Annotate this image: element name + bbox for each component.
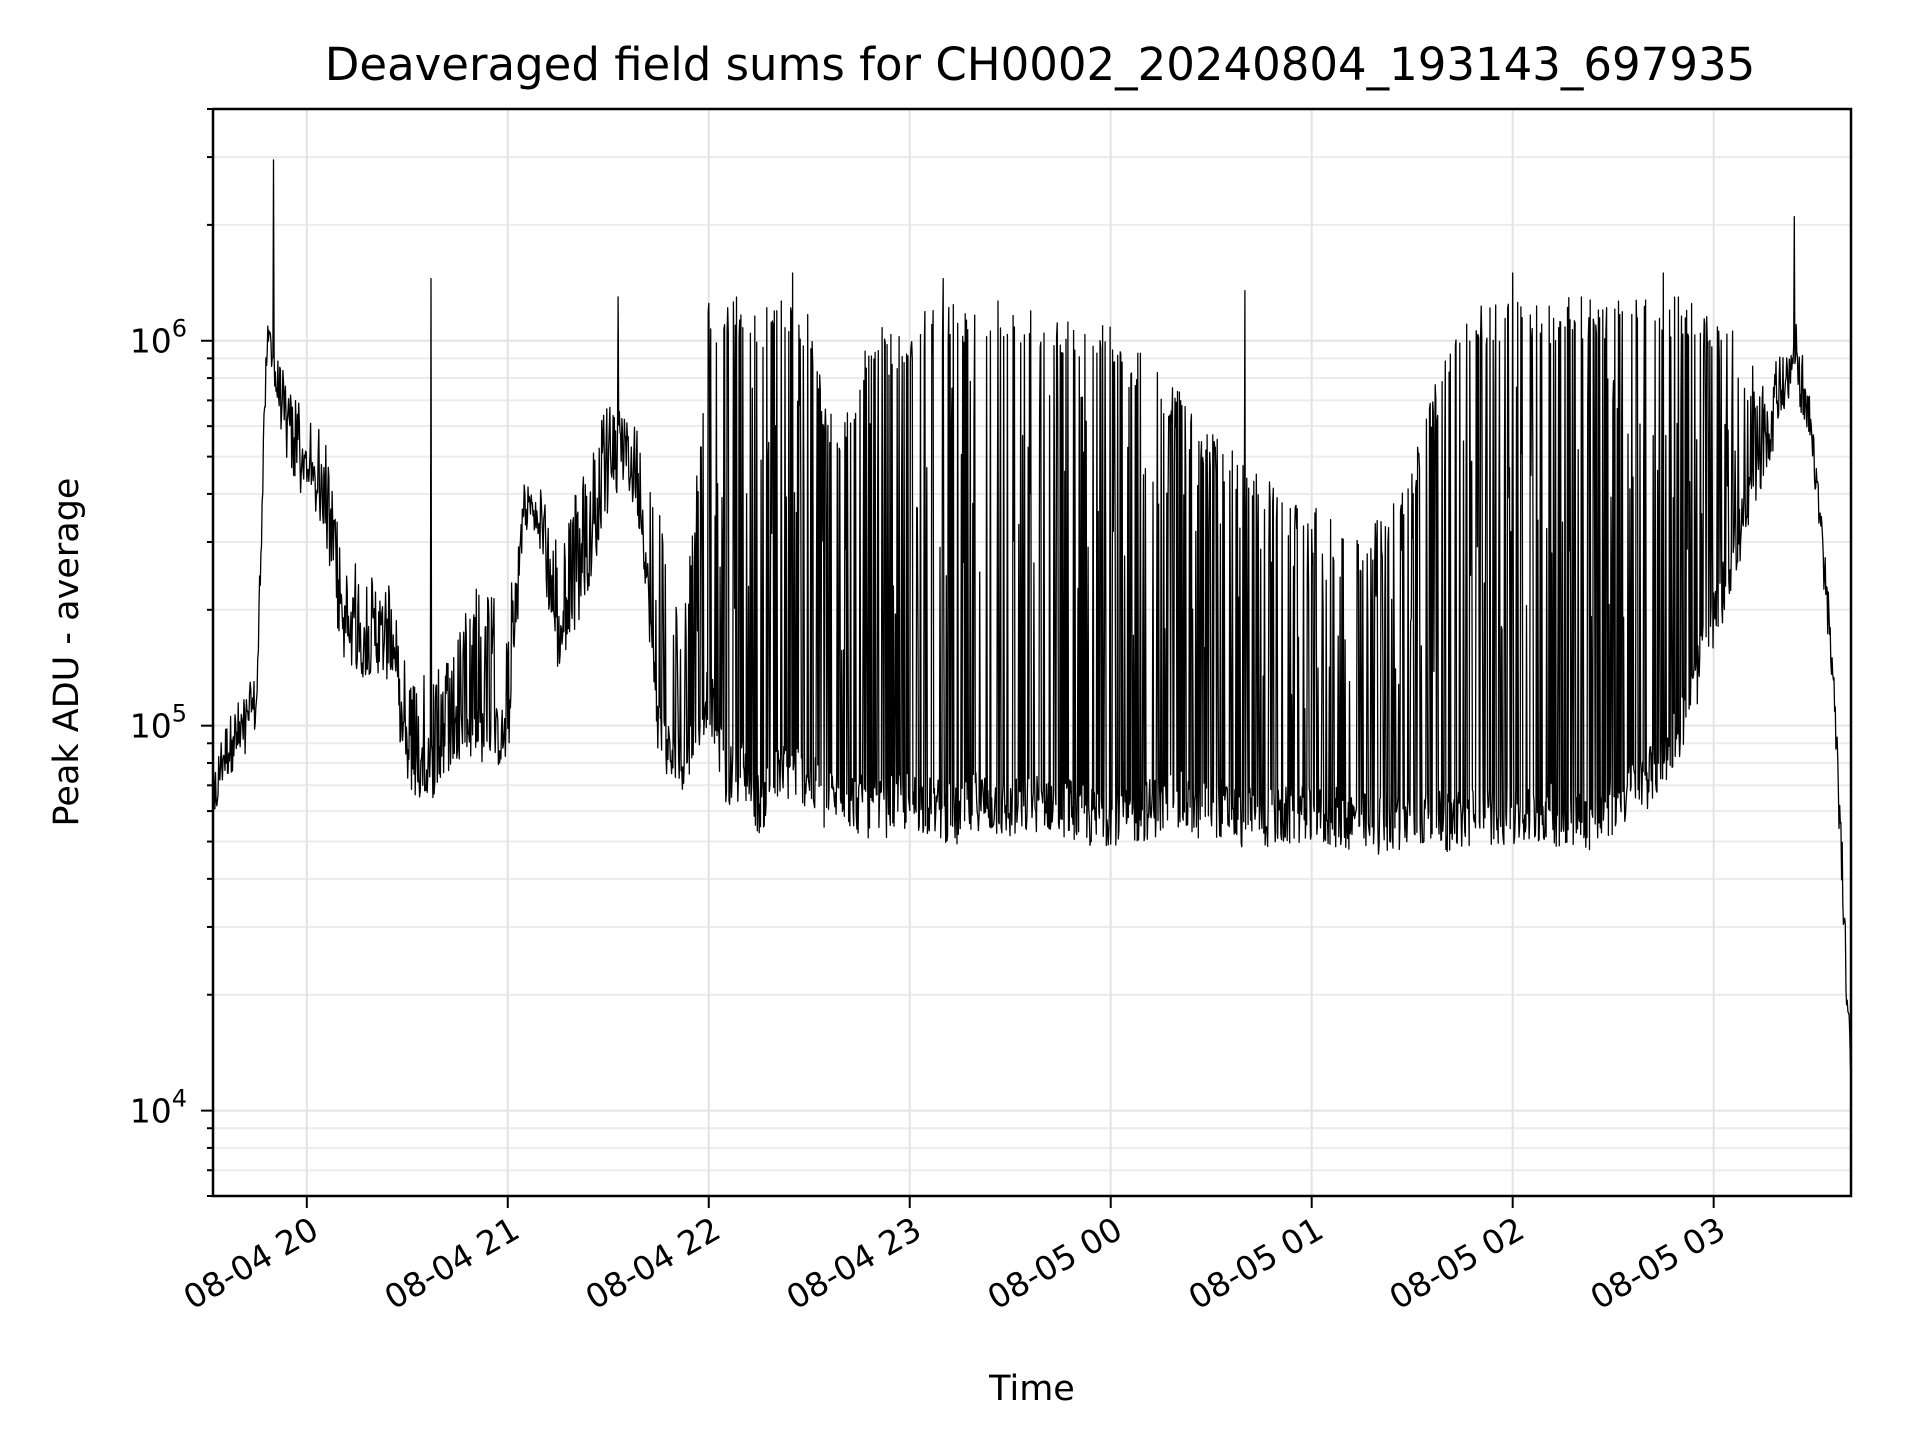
- y-tick-label: 106: [130, 315, 187, 361]
- chart-title: Deaveraged field sums for CH0002_2024080…: [325, 38, 1755, 91]
- y-tick-label: 104: [130, 1085, 187, 1131]
- y-axis: 104 105 106: [130, 108, 213, 1197]
- series-layer: [212, 159, 1852, 1076]
- y-tick-label: 105: [130, 700, 187, 746]
- y-axis-label: Peak ADU - average: [47, 478, 87, 827]
- plot-frame: [211, 107, 1853, 1198]
- series-line: [212, 159, 1852, 1076]
- x-axis-label: Time: [988, 1369, 1075, 1409]
